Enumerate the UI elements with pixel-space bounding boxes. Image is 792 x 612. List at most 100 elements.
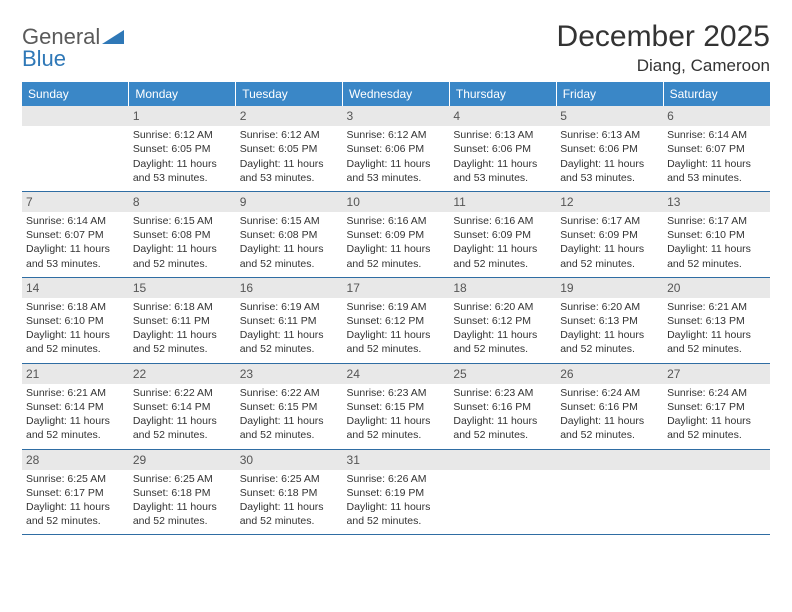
- day-content: Sunrise: 6:18 AMSunset: 6:10 PMDaylight:…: [22, 298, 129, 363]
- daylight-text: Daylight: 11 hours and 53 minutes.: [453, 157, 552, 185]
- header: GeneralBlue December 2025 Diang, Cameroo…: [22, 20, 770, 76]
- day-number: 4: [449, 106, 556, 126]
- empty-cell: [449, 449, 556, 535]
- sunrise-text: Sunrise: 6:14 AM: [26, 214, 125, 228]
- week-row: 7Sunrise: 6:14 AMSunset: 6:07 PMDaylight…: [22, 191, 770, 277]
- day-cell: 13Sunrise: 6:17 AMSunset: 6:10 PMDayligh…: [663, 191, 770, 277]
- sunrise-text: Sunrise: 6:18 AM: [133, 300, 232, 314]
- daylight-text: Daylight: 11 hours and 52 minutes.: [133, 242, 232, 270]
- day-number: 20: [663, 278, 770, 298]
- day-cell: 19Sunrise: 6:20 AMSunset: 6:13 PMDayligh…: [556, 277, 663, 363]
- daylight-text: Daylight: 11 hours and 52 minutes.: [560, 242, 659, 270]
- daylight-text: Daylight: 11 hours and 52 minutes.: [26, 414, 125, 442]
- day-cell: 20Sunrise: 6:21 AMSunset: 6:13 PMDayligh…: [663, 277, 770, 363]
- day-content: Sunrise: 6:15 AMSunset: 6:08 PMDaylight:…: [236, 212, 343, 277]
- day-cell: 4Sunrise: 6:13 AMSunset: 6:06 PMDaylight…: [449, 106, 556, 191]
- day-number: 6: [663, 106, 770, 126]
- daylight-text: Daylight: 11 hours and 52 minutes.: [453, 414, 552, 442]
- day-content: [663, 470, 770, 532]
- sunrise-text: Sunrise: 6:23 AM: [347, 386, 446, 400]
- day-cell: 11Sunrise: 6:16 AMSunset: 6:09 PMDayligh…: [449, 191, 556, 277]
- sunset-text: Sunset: 6:11 PM: [133, 314, 232, 328]
- sunrise-text: Sunrise: 6:24 AM: [667, 386, 766, 400]
- week-row: 21Sunrise: 6:21 AMSunset: 6:14 PMDayligh…: [22, 363, 770, 449]
- day-cell: 8Sunrise: 6:15 AMSunset: 6:08 PMDaylight…: [129, 191, 236, 277]
- day-header-monday: Monday: [129, 82, 236, 106]
- week-row: 14Sunrise: 6:18 AMSunset: 6:10 PMDayligh…: [22, 277, 770, 363]
- sunset-text: Sunset: 6:06 PM: [347, 142, 446, 156]
- day-number: [556, 450, 663, 470]
- day-content: Sunrise: 6:13 AMSunset: 6:06 PMDaylight:…: [556, 126, 663, 191]
- day-cell: 29Sunrise: 6:25 AMSunset: 6:18 PMDayligh…: [129, 449, 236, 535]
- day-cell: 3Sunrise: 6:12 AMSunset: 6:06 PMDaylight…: [343, 106, 450, 191]
- week-row: 28Sunrise: 6:25 AMSunset: 6:17 PMDayligh…: [22, 449, 770, 535]
- day-number: 17: [343, 278, 450, 298]
- sunrise-text: Sunrise: 6:25 AM: [240, 472, 339, 486]
- daylight-text: Daylight: 11 hours and 53 minutes.: [347, 157, 446, 185]
- daylight-text: Daylight: 11 hours and 52 minutes.: [560, 328, 659, 356]
- sunset-text: Sunset: 6:14 PM: [133, 400, 232, 414]
- sunset-text: Sunset: 6:10 PM: [26, 314, 125, 328]
- day-cell: 17Sunrise: 6:19 AMSunset: 6:12 PMDayligh…: [343, 277, 450, 363]
- day-content: Sunrise: 6:25 AMSunset: 6:17 PMDaylight:…: [22, 470, 129, 535]
- empty-cell: [556, 449, 663, 535]
- sunset-text: Sunset: 6:13 PM: [667, 314, 766, 328]
- day-number: [449, 450, 556, 470]
- day-number: 28: [22, 450, 129, 470]
- sunrise-text: Sunrise: 6:25 AM: [26, 472, 125, 486]
- logo-triangle-icon: [102, 30, 124, 46]
- sunrise-text: Sunrise: 6:19 AM: [347, 300, 446, 314]
- calendar-body: 1Sunrise: 6:12 AMSunset: 6:05 PMDaylight…: [22, 106, 770, 535]
- sunset-text: Sunset: 6:09 PM: [453, 228, 552, 242]
- calendar-table: SundayMondayTuesdayWednesdayThursdayFrid…: [22, 82, 770, 535]
- daylight-text: Daylight: 11 hours and 53 minutes.: [667, 157, 766, 185]
- day-number: 31: [343, 450, 450, 470]
- day-number: 3: [343, 106, 450, 126]
- empty-cell: [22, 106, 129, 191]
- day-number: 21: [22, 364, 129, 384]
- day-cell: 26Sunrise: 6:24 AMSunset: 6:16 PMDayligh…: [556, 363, 663, 449]
- day-number: 18: [449, 278, 556, 298]
- day-number: 1: [129, 106, 236, 126]
- day-content: Sunrise: 6:17 AMSunset: 6:10 PMDaylight:…: [663, 212, 770, 277]
- day-content: [449, 470, 556, 532]
- sunrise-text: Sunrise: 6:13 AM: [453, 128, 552, 142]
- daylight-text: Daylight: 11 hours and 52 minutes.: [240, 328, 339, 356]
- day-cell: 27Sunrise: 6:24 AMSunset: 6:17 PMDayligh…: [663, 363, 770, 449]
- daylight-text: Daylight: 11 hours and 52 minutes.: [453, 242, 552, 270]
- day-cell: 23Sunrise: 6:22 AMSunset: 6:15 PMDayligh…: [236, 363, 343, 449]
- day-number: 8: [129, 192, 236, 212]
- day-cell: 2Sunrise: 6:12 AMSunset: 6:05 PMDaylight…: [236, 106, 343, 191]
- sunrise-text: Sunrise: 6:21 AM: [26, 386, 125, 400]
- day-content: Sunrise: 6:22 AMSunset: 6:14 PMDaylight:…: [129, 384, 236, 449]
- day-number: 25: [449, 364, 556, 384]
- day-header-friday: Friday: [556, 82, 663, 106]
- sunrise-text: Sunrise: 6:16 AM: [453, 214, 552, 228]
- daylight-text: Daylight: 11 hours and 52 minutes.: [133, 414, 232, 442]
- day-cell: 6Sunrise: 6:14 AMSunset: 6:07 PMDaylight…: [663, 106, 770, 191]
- day-cell: 7Sunrise: 6:14 AMSunset: 6:07 PMDaylight…: [22, 191, 129, 277]
- day-number: 23: [236, 364, 343, 384]
- day-header-thursday: Thursday: [449, 82, 556, 106]
- day-cell: 25Sunrise: 6:23 AMSunset: 6:16 PMDayligh…: [449, 363, 556, 449]
- day-number: 14: [22, 278, 129, 298]
- daylight-text: Daylight: 11 hours and 52 minutes.: [667, 328, 766, 356]
- daylight-text: Daylight: 11 hours and 52 minutes.: [347, 328, 446, 356]
- day-cell: 9Sunrise: 6:15 AMSunset: 6:08 PMDaylight…: [236, 191, 343, 277]
- calendar-document: GeneralBlue December 2025 Diang, Cameroo…: [0, 0, 792, 545]
- sunrise-text: Sunrise: 6:25 AM: [133, 472, 232, 486]
- day-number: [663, 450, 770, 470]
- day-content: Sunrise: 6:12 AMSunset: 6:05 PMDaylight:…: [236, 126, 343, 191]
- daylight-text: Daylight: 11 hours and 53 minutes.: [26, 242, 125, 270]
- day-number: 16: [236, 278, 343, 298]
- daylight-text: Daylight: 11 hours and 53 minutes.: [560, 157, 659, 185]
- day-header-saturday: Saturday: [663, 82, 770, 106]
- sunrise-text: Sunrise: 6:17 AM: [667, 214, 766, 228]
- sunrise-text: Sunrise: 6:22 AM: [133, 386, 232, 400]
- sunrise-text: Sunrise: 6:22 AM: [240, 386, 339, 400]
- day-cell: 24Sunrise: 6:23 AMSunset: 6:15 PMDayligh…: [343, 363, 450, 449]
- day-cell: 10Sunrise: 6:16 AMSunset: 6:09 PMDayligh…: [343, 191, 450, 277]
- day-content: Sunrise: 6:21 AMSunset: 6:14 PMDaylight:…: [22, 384, 129, 449]
- sunset-text: Sunset: 6:07 PM: [26, 228, 125, 242]
- sunrise-text: Sunrise: 6:14 AM: [667, 128, 766, 142]
